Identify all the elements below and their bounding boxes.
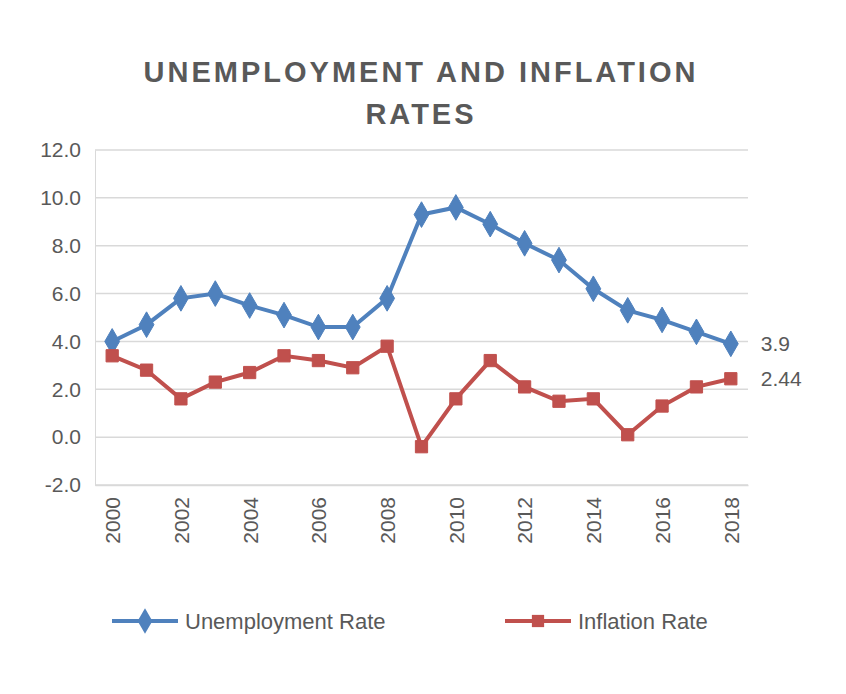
marker (414, 202, 429, 228)
x-axis: 2000 2002 2004 2006 2008 2010 2012 2014 2016 2018 (96, 485, 749, 544)
x-tick-label: 2018 (720, 497, 743, 544)
y-tick-label: 0.0 (52, 425, 81, 448)
x-tick: 2014 (582, 485, 605, 544)
marker (380, 286, 395, 312)
x-tick-label: 2004 (239, 497, 262, 544)
grid (95, 150, 748, 485)
annotation: 2.44 (761, 367, 802, 390)
x-tick: 2010 (445, 485, 468, 544)
marker (381, 340, 393, 352)
y-tick: 4.0 (52, 330, 95, 353)
y-tick: 0.0 (52, 425, 95, 448)
marker (483, 211, 498, 237)
grid-line (95, 484, 748, 486)
chart: UNEMPLOYMENT AND INFLATIONRATES -2.0 0.0 2.… (0, 0, 846, 694)
x-tick-label: 2010 (445, 497, 468, 544)
y-tick: 2.0 (52, 378, 95, 401)
marker (278, 350, 290, 362)
marker (106, 350, 118, 362)
y-tick-label: 10.0 (40, 186, 81, 209)
plot-area (105, 195, 738, 453)
marker (655, 307, 670, 333)
marker (689, 319, 704, 345)
x-tick-label: 2002 (170, 497, 193, 544)
marker (312, 354, 324, 366)
marker (448, 195, 463, 221)
marker (484, 354, 496, 366)
marker (690, 381, 702, 393)
x-tick: 2006 (307, 485, 330, 544)
grid-line (95, 197, 748, 199)
marker (311, 314, 326, 340)
legend-label: Unemployment Rate (185, 609, 386, 634)
x-tick: 2002 (170, 485, 193, 544)
marker (209, 376, 221, 388)
marker (277, 302, 292, 328)
series-line (112, 346, 731, 447)
grid-line (95, 245, 748, 247)
marker (139, 312, 154, 338)
x-axis-line (96, 485, 749, 487)
marker (140, 364, 152, 376)
x-tick: 2000 (101, 485, 124, 544)
y-tick: 10.0 (40, 186, 95, 209)
marker (725, 373, 737, 385)
marker (553, 395, 565, 407)
marker (347, 362, 359, 374)
x-tick: 2012 (513, 485, 536, 544)
grid-line (95, 341, 748, 343)
marker (242, 293, 257, 319)
marker (244, 366, 256, 378)
y-axis-line (95, 151, 96, 486)
marker (656, 400, 668, 412)
y-axis: -2.0 0.0 2.0 4.0 6.0 8.0 10.0 12.0 (40, 138, 95, 496)
x-tick-label: 2016 (651, 497, 674, 544)
annotation: 3.9 (761, 332, 790, 355)
x-tick-label: 2008 (376, 497, 399, 544)
legend-item: Inflation Rate (505, 609, 708, 634)
marker (586, 276, 601, 302)
marker (517, 230, 532, 256)
y-tick: -2.0 (45, 473, 95, 496)
marker (345, 314, 360, 340)
legend-item: Unemployment Rate (112, 608, 386, 634)
marker (175, 393, 187, 405)
y-tick-label: -2.0 (45, 473, 81, 496)
y-tick-label: 6.0 (52, 282, 81, 305)
marker (620, 297, 635, 323)
x-tick-label: 2014 (582, 497, 605, 544)
y-tick-label: 2.0 (52, 378, 81, 401)
grid-line (95, 389, 748, 391)
marker (552, 247, 567, 273)
marker (415, 441, 427, 453)
marker (723, 331, 738, 357)
title: UNEMPLOYMENT AND INFLATIONRATES (144, 56, 699, 130)
x-tick: 2016 (651, 485, 674, 544)
marker (208, 281, 223, 307)
x-tick-label: 2006 (307, 497, 330, 544)
y-tick: 6.0 (52, 282, 95, 305)
grid-line (95, 293, 748, 295)
y-tick-label: 4.0 (52, 330, 81, 353)
grid-line (95, 436, 748, 438)
legend-label: Inflation Rate (578, 609, 708, 634)
y-tick-label: 12.0 (40, 138, 81, 161)
marker (518, 381, 530, 393)
legend-marker (138, 608, 153, 634)
marker (587, 393, 599, 405)
x-tick-label: 2012 (513, 497, 536, 544)
y-tick: 8.0 (52, 234, 95, 257)
x-tick: 2004 (239, 485, 262, 544)
x-tick-label: 2000 (101, 497, 124, 544)
x-tick: 2018 (720, 485, 743, 544)
y-tick-label: 8.0 (52, 234, 81, 257)
marker (174, 286, 189, 312)
marker (622, 429, 634, 441)
grid-line (95, 149, 748, 151)
legend-marker (532, 615, 544, 627)
legend: Unemployment Rate Inflation Rate (112, 608, 708, 634)
y-tick: 12.0 (40, 138, 95, 161)
x-tick: 2008 (376, 485, 399, 544)
marker (450, 393, 462, 405)
